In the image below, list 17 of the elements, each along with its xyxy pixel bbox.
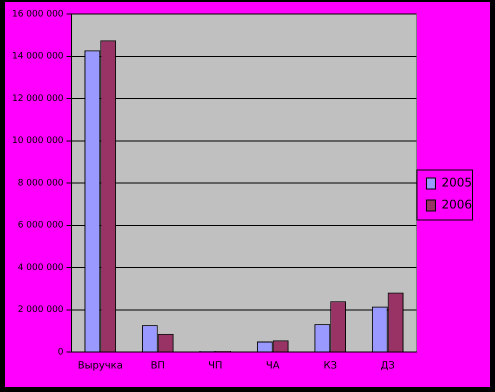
x-tick-label: Выручка xyxy=(78,360,123,372)
y-tick-label: 8 000 000 xyxy=(18,178,64,188)
y-tick-label: 4 000 000 xyxy=(18,262,64,273)
x-tick-label: КЗ xyxy=(323,360,337,372)
legend-label: 2005 xyxy=(441,176,472,190)
x-tick-label: ЧП xyxy=(208,360,222,372)
y-tick-label: 16 000 000 xyxy=(12,9,64,20)
y-tick-label: 6 000 000 xyxy=(18,220,64,231)
y-tick-label: 0 xyxy=(58,347,64,358)
y-tick-label: 2 000 000 xyxy=(18,305,64,316)
x-tick-label: ВП xyxy=(150,360,165,372)
x-tick-label: ЧА xyxy=(266,360,280,372)
y-tick-label: 14 000 000 xyxy=(12,52,64,62)
x-tick-label: ДЗ xyxy=(380,360,395,372)
y-tick-label: 10 000 000 xyxy=(12,136,64,146)
y-tick-label: 12 000 000 xyxy=(12,94,64,104)
legend-label: 2006 xyxy=(441,198,472,212)
